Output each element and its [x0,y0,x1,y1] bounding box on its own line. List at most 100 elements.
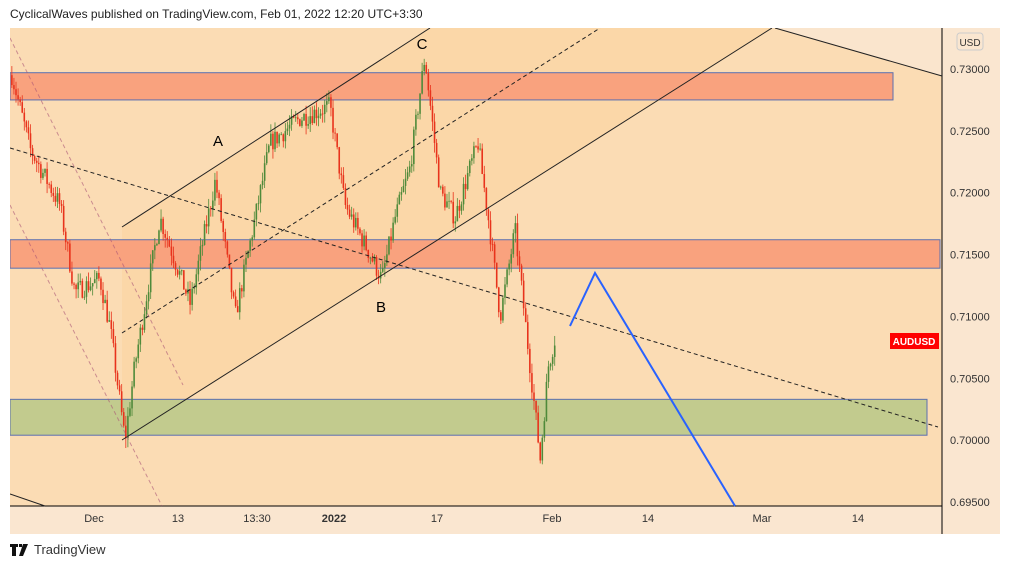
candle [91,283,94,287]
candle [79,280,82,283]
resistance-line[interactable] [774,27,943,77]
chart-container[interactable]: A B C USD 0.73000 0.72500 0.72000 0.71500 0.… [9,27,1000,534]
wave-label-b: B [376,299,386,316]
candle [226,241,229,255]
candle [326,101,328,105]
candle [319,113,322,116]
candle [69,243,71,272]
projection-path[interactable] [569,270,736,507]
candle [83,296,86,298]
time-tick: 2022 [322,513,346,525]
candle [149,263,152,293]
candle [35,160,38,163]
candle [259,185,262,204]
candle [222,220,225,233]
candle [139,327,142,345]
candle [541,437,544,461]
candle [276,131,278,144]
candle [439,186,442,188]
candle [286,128,289,132]
candle [168,240,171,247]
candle [129,408,131,416]
candle [415,114,417,130]
brand-name: TradingView [34,542,106,557]
candle [379,271,382,279]
candle [104,299,106,304]
candle [371,257,374,262]
zone-resistance[interactable] [9,72,894,101]
candle [510,254,513,264]
candle [433,121,436,143]
candle [425,64,428,74]
zone-demand[interactable] [9,398,928,436]
candle [497,287,500,313]
descending-dashed-line[interactable] [9,147,939,428]
candle [359,228,361,234]
candle [203,224,206,245]
candle [220,198,222,221]
candle [133,361,135,387]
candle [543,421,546,438]
candle [551,357,554,364]
candle [386,254,388,264]
candle [154,245,156,251]
price-axis[interactable] [942,28,1000,506]
dashed-line-upper-left[interactable] [9,37,184,386]
candle [13,85,15,90]
candle [127,415,129,439]
candle [350,214,353,217]
candle [301,120,303,126]
channel-lower-line[interactable] [121,27,773,441]
channel-upper-line[interactable] [121,27,431,228]
candle [96,272,98,280]
candle [549,363,552,367]
candle [102,289,104,304]
time-tick: 14 [642,513,654,525]
price-chart[interactable]: A B C USD 0.73000 0.72500 0.72000 0.71500 0.… [9,27,1000,534]
candle [25,121,28,128]
time-tick: Dec [84,513,104,525]
candle [243,264,245,292]
candle [81,280,84,298]
candle [137,344,140,359]
candle [367,250,370,258]
tradingview-logo[interactable]: TradingView [10,542,106,557]
candle [170,246,173,256]
candle [255,203,258,220]
candle [160,218,162,231]
candle [270,133,272,146]
candle [185,289,187,294]
time-tick: Mar [753,513,772,525]
candle [502,297,504,321]
candle [392,222,394,241]
candle [212,200,214,209]
candle [87,281,90,291]
candle [183,270,185,290]
support-line[interactable] [9,493,46,507]
dashed-line-lower-left[interactable] [9,204,163,507]
candle [224,232,227,242]
price-tick: 0.71500 [950,250,990,262]
channel-mid-line[interactable] [121,27,601,334]
candle [172,255,175,264]
candle [189,289,191,305]
candle [178,271,181,275]
candle [296,117,299,120]
candle [352,214,355,228]
time-axis[interactable] [10,506,1000,534]
candle [458,205,461,211]
candle [147,292,150,302]
candle [504,284,506,298]
candle [112,329,115,344]
candle [384,263,386,268]
candle [46,168,48,184]
candle [400,192,403,195]
candle [201,244,204,247]
candle [195,274,198,288]
currency-button[interactable] [956,32,984,51]
candle [423,64,425,72]
candle [446,201,448,208]
candle [522,280,525,309]
candle [292,116,295,118]
zone-supply[interactable] [9,239,941,269]
